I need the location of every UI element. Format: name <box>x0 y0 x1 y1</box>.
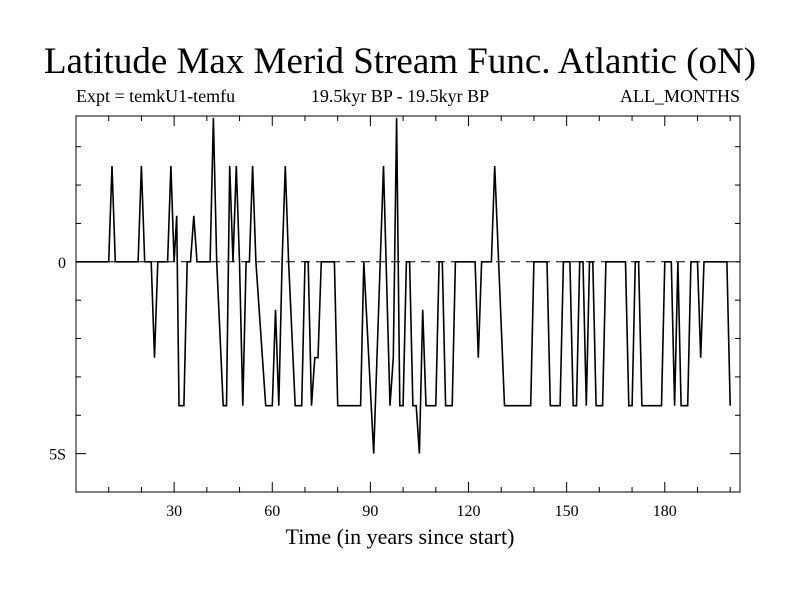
y-tick-label: 0 <box>58 255 66 272</box>
y-tick-label: 5S <box>49 447 66 464</box>
x-tick-label: 60 <box>264 503 280 520</box>
x-tick-label: 150 <box>555 503 579 520</box>
x-tick-label: 30 <box>166 503 182 520</box>
x-tick-label: 180 <box>653 503 677 520</box>
experiment-label: Expt = temkU1-temfu <box>76 86 236 106</box>
plot-frame <box>75 115 741 493</box>
x-axis-label: Time (in years since start) <box>285 524 515 549</box>
x-tick-label: 90 <box>362 503 378 520</box>
x-tick-label: 120 <box>457 503 481 520</box>
axis-ticks <box>76 116 740 492</box>
series-line <box>76 117 731 454</box>
months-label: ALL_MONTHS <box>620 86 740 106</box>
period-label: 19.5kyr BP - 19.5kyr BP <box>310 86 490 106</box>
chart-title: Latitude Max Merid Stream Func. Atlantic… <box>43 41 757 82</box>
tick-labels: 30 60 90 120 150 180 0 5S <box>49 255 677 520</box>
